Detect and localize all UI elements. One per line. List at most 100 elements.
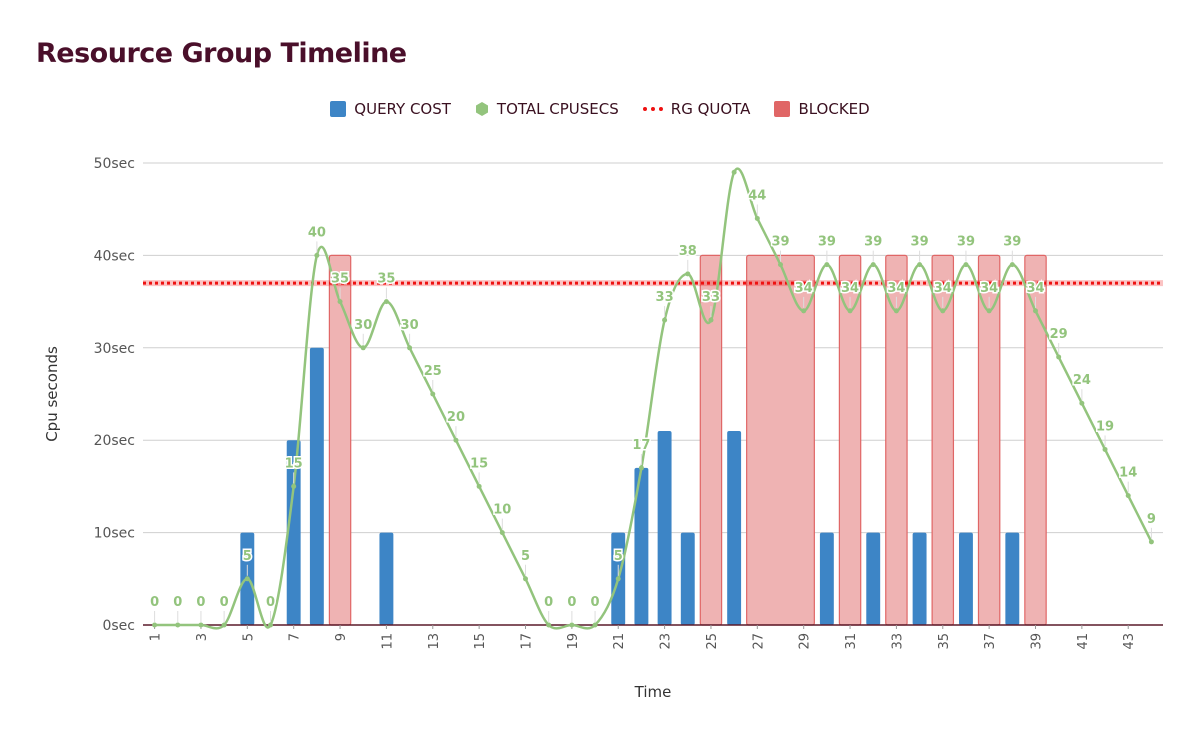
data-label: 33 bbox=[656, 290, 674, 305]
data-label: 34 bbox=[980, 281, 998, 296]
data-label: 0 bbox=[591, 595, 600, 610]
total-cpusecs-point bbox=[1009, 262, 1015, 268]
data-label: 14 bbox=[1119, 466, 1137, 481]
legend-item-total-cpusecs[interactable]: TOTAL CPUSECS bbox=[475, 100, 619, 118]
data-label: 30 bbox=[401, 318, 419, 333]
query-cost-bar bbox=[912, 532, 927, 625]
data-label: 0 bbox=[544, 595, 553, 610]
x-tick-label: 7 bbox=[288, 633, 303, 641]
total-cpusecs-point bbox=[1033, 308, 1038, 314]
query-cost-bar bbox=[1005, 532, 1020, 625]
total-cpusecs-point bbox=[1148, 539, 1154, 545]
total-cpusecs-point bbox=[940, 308, 946, 314]
legend-item-query-cost[interactable]: QUERY COST bbox=[330, 100, 451, 118]
total-cpusecs-point bbox=[615, 576, 621, 582]
data-label: 34 bbox=[887, 281, 905, 296]
total-cpusecs-point bbox=[430, 391, 436, 397]
legend-swatch-query-cost bbox=[330, 101, 347, 117]
legend-item-blocked[interactable]: BLOCKED bbox=[774, 100, 870, 118]
total-cpusecs-point bbox=[152, 622, 158, 628]
chart-title: Resource Group Timeline bbox=[36, 38, 407, 69]
data-label: 33 bbox=[702, 290, 720, 305]
total-cpusecs-point bbox=[1079, 400, 1085, 406]
total-cpusecs-point bbox=[1056, 354, 1062, 360]
x-tick-label: 19 bbox=[566, 633, 581, 650]
hexagon-icon bbox=[475, 102, 488, 116]
data-label: 5 bbox=[243, 549, 252, 564]
total-cpusecs-point bbox=[824, 262, 830, 268]
data-label: 0 bbox=[266, 595, 275, 610]
query-cost-bar bbox=[866, 532, 881, 625]
total-cpusecs-point bbox=[175, 622, 181, 628]
total-cpusecs-point bbox=[198, 622, 204, 628]
y-tick-label: 30sec bbox=[94, 341, 135, 357]
query-cost-bar bbox=[727, 430, 742, 625]
x-tick-label: 29 bbox=[798, 633, 813, 650]
data-label: 39 bbox=[1003, 235, 1021, 250]
legend-label-query-cost: QUERY COST bbox=[354, 100, 451, 118]
legend: QUERY COST TOTAL CPUSECS RG QUOTA BLOCKE… bbox=[0, 100, 1200, 118]
data-label: 0 bbox=[150, 595, 159, 610]
blocked-bar bbox=[699, 254, 723, 626]
total-cpusecs-point bbox=[569, 622, 575, 628]
data-label: 35 bbox=[377, 272, 395, 287]
total-cpusecs-point bbox=[221, 622, 227, 628]
data-label: 20 bbox=[447, 410, 465, 425]
x-tick-label: 43 bbox=[1122, 633, 1137, 650]
data-label: 5 bbox=[521, 549, 530, 564]
x-tick-label: 35 bbox=[937, 633, 952, 650]
x-tick-label: 9 bbox=[334, 633, 349, 641]
blocked-bar bbox=[746, 254, 815, 626]
total-cpusecs-point bbox=[754, 215, 760, 221]
data-label: 25 bbox=[424, 364, 442, 379]
total-cpusecs-point bbox=[337, 299, 343, 305]
total-cpusecs-point bbox=[314, 252, 320, 258]
data-label: 34 bbox=[934, 281, 952, 296]
total-cpusecs-point bbox=[847, 308, 853, 314]
x-tick-label: 41 bbox=[1076, 633, 1091, 650]
data-label: 39 bbox=[818, 235, 836, 250]
total-cpusecs-point bbox=[963, 262, 969, 268]
data-label: 39 bbox=[957, 235, 975, 250]
blocked-bar bbox=[977, 254, 1001, 626]
data-label: 0 bbox=[220, 595, 229, 610]
data-label: 44 bbox=[748, 188, 766, 203]
legend-label-blocked: BLOCKED bbox=[798, 100, 870, 118]
total-cpusecs-point bbox=[685, 271, 691, 277]
x-tick-label: 3 bbox=[195, 633, 210, 641]
total-cpusecs-point bbox=[407, 345, 413, 351]
blocked-bar bbox=[885, 254, 908, 626]
query-cost-bar bbox=[680, 532, 695, 625]
data-label: 10 bbox=[493, 503, 511, 518]
data-label: 29 bbox=[1050, 327, 1068, 342]
query-cost-bar bbox=[309, 347, 324, 625]
x-tick-label: 31 bbox=[844, 633, 859, 650]
total-cpusecs-point bbox=[592, 622, 598, 628]
blocked-bar bbox=[328, 254, 352, 626]
blocked-bar bbox=[838, 254, 862, 626]
x-tick-label: 1 bbox=[149, 633, 164, 641]
y-tick-label: 10sec bbox=[94, 526, 135, 542]
x-tick-label: 27 bbox=[751, 633, 766, 650]
x-tick-label: 13 bbox=[427, 633, 442, 650]
total-cpusecs-point bbox=[917, 262, 923, 268]
y-tick-label: 40sec bbox=[94, 248, 135, 264]
data-label: 24 bbox=[1073, 373, 1091, 388]
data-label: 34 bbox=[1026, 281, 1044, 296]
query-cost-bar bbox=[240, 532, 255, 625]
data-label: 17 bbox=[632, 438, 650, 453]
total-cpusecs-point bbox=[360, 345, 366, 351]
data-label: 0 bbox=[567, 595, 576, 610]
data-label: 15 bbox=[285, 456, 303, 471]
data-label: 19 bbox=[1096, 419, 1114, 434]
total-cpusecs-point bbox=[986, 308, 992, 314]
legend-swatch-blocked bbox=[774, 101, 791, 117]
legend-item-rg-quota[interactable]: RG QUOTA bbox=[642, 100, 750, 118]
data-label: 35 bbox=[331, 272, 349, 287]
data-label: 0 bbox=[196, 595, 205, 610]
total-cpusecs-point bbox=[1102, 446, 1108, 452]
total-cpusecs-point bbox=[893, 308, 899, 314]
query-cost-bar bbox=[634, 467, 649, 625]
query-cost-bar bbox=[657, 430, 672, 625]
y-axis-title: Cpu seconds bbox=[43, 346, 61, 442]
